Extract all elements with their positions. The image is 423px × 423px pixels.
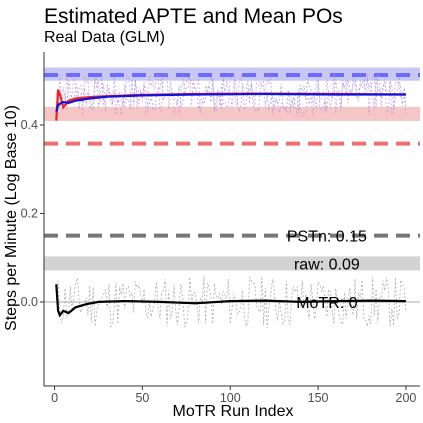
chart-subtitle: Real Data (GLM) [44, 29, 165, 46]
y-tick-label-1: 0.2 [21, 206, 38, 220]
annotation-1: raw: 0.09 [294, 256, 360, 273]
x-tick-label-1: 50 [135, 391, 149, 405]
band-2 [44, 256, 420, 271]
y-tick-label-0: 0.0 [21, 295, 38, 309]
y-axis-label: Steps per Minute (Log Base 10) [3, 105, 20, 331]
x-tick-label-0: 0 [51, 391, 58, 405]
chart-title: Estimated APTE and Mean POs [44, 5, 343, 28]
y-tick-label-2: 0.4 [21, 118, 38, 132]
annotation-2: MoTR: 0 [296, 295, 357, 312]
series-line-2 [55, 284, 406, 318]
annotation-0: PSTn: 0.15 [287, 229, 367, 246]
x-axis-label: MoTR Run Index [173, 403, 294, 420]
noise-trace-0 [55, 71, 407, 118]
plot-area: 0 50 100 150 200 0.0 0.2 0.4 PSTn: 0.15 raw: 0.09… [21, 52, 420, 405]
x-tick-label-2: 100 [220, 391, 241, 405]
x-tick-label-3: 150 [308, 391, 329, 405]
x-tick-label-4: 200 [396, 391, 417, 405]
noise-trace-2 [55, 275, 407, 328]
band-1 [44, 106, 420, 122]
series-line-1 [55, 92, 406, 112]
